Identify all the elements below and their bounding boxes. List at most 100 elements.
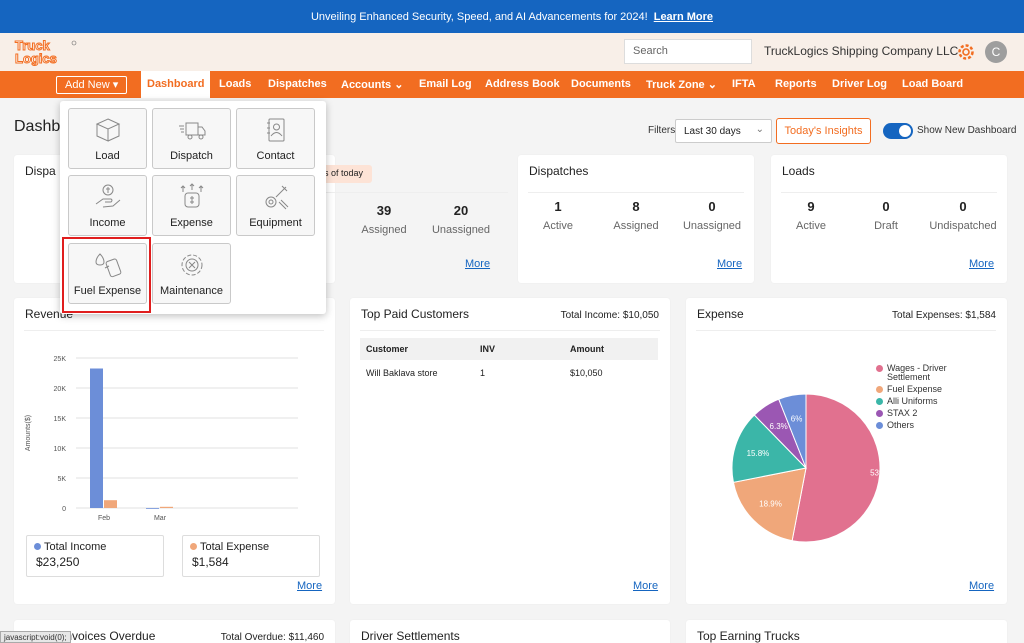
chevron-down-icon: ⌄ bbox=[394, 79, 404, 91]
stat-label: Assigned bbox=[613, 220, 659, 232]
new-dashboard-toggle[interactable] bbox=[883, 123, 913, 139]
pie-slice bbox=[732, 467, 807, 542]
bar bbox=[104, 500, 117, 508]
nav-address-book[interactable]: Address Book bbox=[485, 78, 560, 90]
legend-label: Alli Uniforms bbox=[887, 396, 938, 406]
tile-label: Dispatch bbox=[170, 150, 213, 162]
trucklogics-logo[interactable]: Truck Logics bbox=[14, 37, 84, 67]
total-expense-box: Total Expense $1,584 bbox=[182, 535, 320, 577]
legend-dot bbox=[876, 386, 883, 393]
nav-dispatches[interactable]: Dispatches bbox=[268, 78, 327, 90]
avatar[interactable]: C bbox=[985, 41, 1007, 63]
add-income-tile[interactable]: Income bbox=[68, 175, 147, 236]
learn-more-link[interactable]: Learn More bbox=[653, 10, 714, 23]
assigned-label: Assigned bbox=[361, 224, 407, 236]
draft-stat: 0 Draft bbox=[846, 199, 926, 232]
date-filter-value: Last 30 days bbox=[684, 126, 741, 137]
slice-label: 15.8% bbox=[747, 449, 770, 458]
card-title: Dispatches bbox=[529, 164, 589, 178]
unassigned-label: Unassigned bbox=[431, 224, 491, 236]
nav-driver-log[interactable]: Driver Log bbox=[832, 78, 888, 90]
maintenance-gear-icon bbox=[181, 254, 203, 276]
x-tick-label: Feb bbox=[98, 515, 110, 522]
expense-label: Total Expense bbox=[200, 541, 270, 553]
more-link[interactable]: More bbox=[969, 258, 995, 270]
card-title: Dispa bbox=[25, 164, 56, 178]
legend-item[interactable]: Wages - Driver Settlement bbox=[876, 364, 986, 382]
legend-dot bbox=[876, 410, 883, 417]
contact-card-icon bbox=[267, 118, 285, 142]
expense-pie-chart: 53% 18.9% 15.8% 6.3%6% bbox=[731, 393, 886, 543]
tile-label: Fuel Expense bbox=[73, 285, 142, 297]
nav-email-log[interactable]: Email Log bbox=[419, 78, 472, 90]
add-load-tile[interactable]: Load bbox=[68, 108, 147, 169]
todays-insights-button[interactable]: Today's Insights bbox=[776, 118, 871, 144]
nav-truck-zone-label: Truck Zone bbox=[646, 79, 705, 91]
card-title: Invoices Overdue bbox=[62, 629, 156, 643]
main-nav: Add New ▾ Dashboard Loads Dispatches Acc… bbox=[0, 71, 1024, 98]
nav-reports[interactable]: Reports bbox=[775, 78, 817, 90]
pill-text: s of today bbox=[324, 168, 364, 178]
driver-settlements-card: Driver Settlements bbox=[350, 620, 670, 643]
assigned-stat: 8 Assigned bbox=[596, 199, 676, 232]
cell-inv: 1 bbox=[480, 368, 486, 378]
nav-accounts-label: Accounts bbox=[341, 79, 392, 91]
nav-loads[interactable]: Loads bbox=[219, 78, 252, 90]
legend-label: STAX 2 bbox=[887, 408, 918, 418]
tile-label: Expense bbox=[170, 217, 213, 229]
nav-load-board[interactable]: Load Board bbox=[902, 78, 964, 90]
legend-label: Others bbox=[887, 420, 915, 430]
status-bar-link-hint: javascript:void(0); bbox=[0, 631, 71, 643]
date-filter-select[interactable]: Last 30 days ⌄ bbox=[675, 119, 772, 143]
company-name[interactable]: TruckLogics Shipping Company LLC bbox=[764, 44, 959, 58]
unassigned-value: 20 bbox=[453, 203, 469, 218]
add-dispatch-tile[interactable]: Dispatch bbox=[152, 108, 231, 169]
legend-item[interactable]: Alli Uniforms bbox=[876, 397, 986, 406]
add-new-button[interactable]: Add New ▾ bbox=[56, 76, 128, 94]
cell-amount: $10,050 bbox=[570, 368, 603, 378]
stat-value: 1 bbox=[554, 199, 562, 214]
expense-value: $1,584 bbox=[192, 555, 229, 569]
y-axis-label: Amounts($) bbox=[25, 415, 32, 451]
nav-ifta[interactable]: IFTA bbox=[732, 78, 756, 90]
table-row[interactable]: Will Baklava store 1 $10,050 bbox=[360, 360, 658, 386]
add-new-menu: Load Dispatch Contact Income Expense Equ… bbox=[60, 101, 326, 314]
stat-value: 9 bbox=[807, 199, 815, 214]
gear-icon[interactable] bbox=[956, 42, 976, 62]
chevron-down-icon: ⌄ bbox=[707, 79, 717, 91]
add-expense-tile[interactable]: Expense bbox=[152, 175, 231, 236]
more-link[interactable]: More bbox=[297, 580, 323, 592]
more-link[interactable]: More bbox=[633, 580, 659, 592]
pie-slice bbox=[791, 393, 881, 543]
add-equipment-tile[interactable]: Equipment bbox=[236, 175, 315, 236]
legend-item[interactable]: Others bbox=[876, 421, 986, 430]
add-contact-tile[interactable]: Contact bbox=[236, 108, 315, 169]
more-link[interactable]: More bbox=[717, 258, 743, 270]
stat-label: Active bbox=[796, 220, 826, 232]
add-maintenance-tile[interactable]: Maintenance bbox=[152, 243, 231, 304]
bar bbox=[146, 508, 159, 509]
more-link[interactable]: More bbox=[969, 580, 995, 592]
tile-label: Contact bbox=[256, 150, 295, 162]
y-tick-label: 5K bbox=[57, 476, 66, 483]
nav-truck-zone[interactable]: Truck Zone ⌄ bbox=[646, 78, 717, 91]
nav-dashboard[interactable]: Dashboard bbox=[141, 71, 211, 98]
tools-icon bbox=[265, 185, 289, 210]
legend-item[interactable]: STAX 2 bbox=[876, 409, 986, 418]
total-income-box: Total Income $23,250 bbox=[26, 535, 164, 577]
table-header: Customer INV Amount bbox=[360, 338, 658, 360]
card-title: Expense bbox=[697, 307, 744, 321]
search-input[interactable]: Search bbox=[624, 39, 752, 64]
add-fuel-expense-tile[interactable]: Fuel Expense bbox=[68, 243, 147, 304]
more-link[interactable]: More bbox=[465, 258, 491, 270]
legend-dot bbox=[876, 398, 883, 405]
card-title: Driver Settlements bbox=[361, 629, 460, 643]
loads-card: Loads 9 Active 0 Draft 0 Undispatched More bbox=[771, 155, 1007, 283]
legend-item[interactable]: Fuel Expense bbox=[876, 385, 986, 394]
col-customer: Customer bbox=[360, 338, 474, 360]
nav-documents[interactable]: Documents bbox=[571, 78, 631, 90]
nav-accounts[interactable]: Accounts ⌄ bbox=[341, 78, 403, 91]
logo-line-1: Truck bbox=[15, 38, 50, 53]
stat-value: 0 bbox=[708, 199, 716, 214]
unassigned-stat: 0 Unassigned bbox=[672, 199, 752, 232]
